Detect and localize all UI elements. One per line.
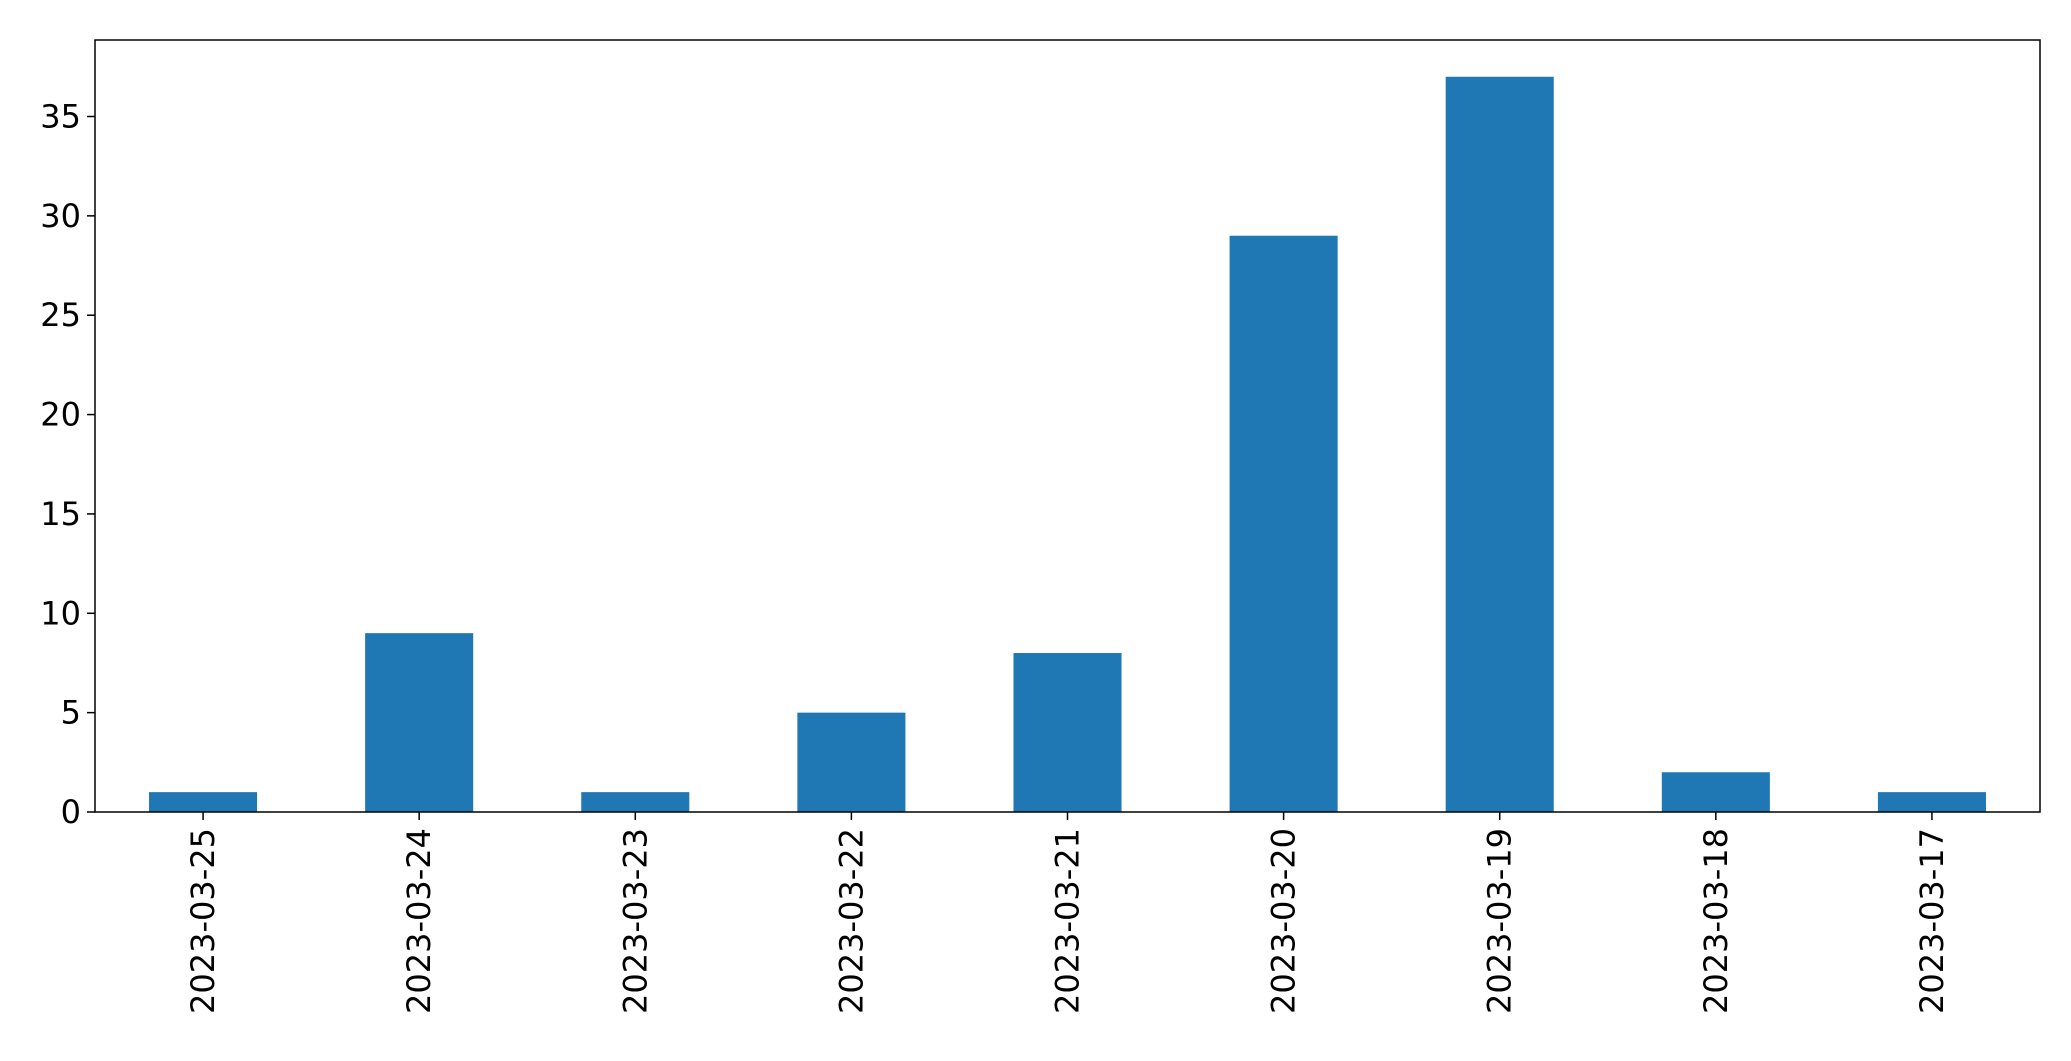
x-tick-label: 2023-03-19 (1481, 828, 1519, 1014)
y-tick-label: 15 (40, 495, 81, 533)
bar-2023-03-19 (1445, 76, 1554, 812)
bar-2023-03-17 (1877, 792, 1986, 812)
y-tick-label: 5 (61, 694, 81, 732)
bar-2023-03-25 (149, 792, 258, 812)
y-tick-label: 10 (40, 594, 81, 632)
bars-group (149, 76, 1986, 812)
bar-2023-03-24 (365, 633, 474, 812)
x-tick-label: 2023-03-22 (832, 828, 870, 1014)
bar-2023-03-18 (1661, 772, 1770, 812)
bar-2023-03-23 (581, 792, 690, 812)
x-tick-label: 2023-03-21 (1049, 828, 1087, 1014)
y-axis: 0 5 10 15 20 25 30 35 (40, 98, 95, 831)
y-tick-label: 0 (61, 793, 81, 831)
y-tick-label: 30 (40, 197, 81, 235)
bar-2023-03-21 (1013, 653, 1122, 812)
x-axis: 2023-03-25 2023-03-24 2023-03-23 2023-03-22… (184, 812, 1951, 1014)
y-tick-label: 35 (40, 98, 81, 136)
x-tick-label: 2023-03-23 (616, 828, 654, 1014)
y-tick-label: 20 (40, 396, 81, 434)
x-tick-label: 2023-03-24 (400, 828, 438, 1014)
bar-2023-03-20 (1229, 235, 1338, 812)
x-tick-label: 2023-03-20 (1265, 828, 1303, 1014)
x-tick-label: 2023-03-18 (1697, 828, 1735, 1014)
y-tick-label: 25 (40, 296, 81, 334)
plot-frame (94, 39, 2041, 813)
x-tick-label: 2023-03-17 (1913, 828, 1951, 1014)
bar-2023-03-22 (797, 712, 906, 812)
x-tick-label: 2023-03-25 (184, 828, 222, 1014)
